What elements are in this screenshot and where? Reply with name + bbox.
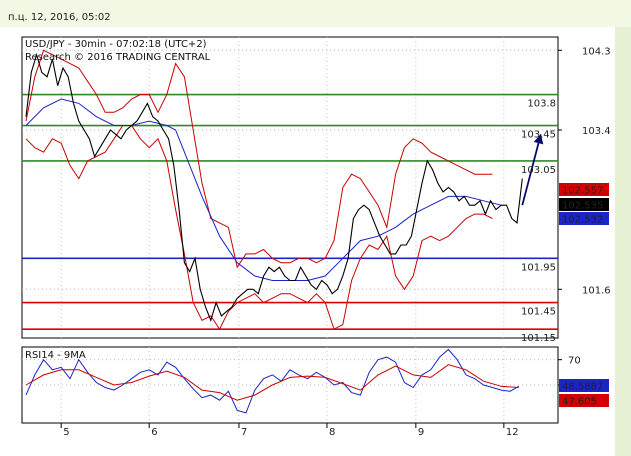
rsi-chart-title: RSI14 - 9MA <box>25 350 86 361</box>
main-chart-panel: USD/JPY - 30min - 07:02:18 (UTC+2) Resea… <box>21 36 611 345</box>
level-labels: 103.8 103.45 103.05 101.95 101.45 101.15 <box>521 99 556 345</box>
level-label: 103.8 <box>527 99 556 110</box>
main-plot-area <box>21 36 559 339</box>
price-tag-label: 102.557 <box>562 186 603 197</box>
level-label: 101.95 <box>521 262 556 273</box>
main-y-tick-label: 104.3 <box>582 46 611 57</box>
rsi-tag-box <box>559 394 609 407</box>
x-axis: 5 6 7 8 9 12 <box>60 423 519 438</box>
rsi-line <box>25 348 520 414</box>
price-tag-box <box>559 198 609 211</box>
level-label: 101.45 <box>521 307 556 318</box>
level-label: 103.05 <box>521 165 556 176</box>
main-y-tick-label: 101.6 <box>582 285 611 296</box>
forecast-arrow-line <box>521 134 542 206</box>
rsi-tag-box <box>559 379 609 392</box>
main-y-tick-label: 103.4 <box>582 126 611 137</box>
band-lower-line <box>25 125 493 331</box>
rsi-tag-label: 48.5887 <box>562 382 603 393</box>
main-chart-subtitle: Research © 2016 TRADING CENTRAL <box>25 52 211 63</box>
x-tick-label: 6 <box>151 427 157 438</box>
x-tick-label: 7 <box>241 427 247 438</box>
band-upper-line <box>25 49 493 269</box>
main-series <box>25 49 544 331</box>
main-grid <box>22 37 558 338</box>
price-tags: 102.557 102.535 102.532 <box>559 183 609 226</box>
forecast-arrow-head <box>533 134 544 145</box>
rsi-ma-line <box>25 364 519 401</box>
rsi-value-tags: 48.5887 47.605 <box>559 379 609 408</box>
price-tag-label: 102.535 <box>562 201 603 212</box>
price-tag-box <box>559 183 609 196</box>
x-tick-label: 5 <box>63 427 69 438</box>
rsi-tag-label: 47.605 <box>562 397 597 408</box>
level-label: 103.45 <box>521 130 556 141</box>
x-tick-label: 12 <box>506 427 519 438</box>
ma-line <box>25 98 502 281</box>
level-lines <box>22 93 558 330</box>
main-chart-title: USD/JPY - 30min - 07:02:18 (UTC+2) <box>25 39 207 50</box>
rsi-grid <box>22 347 558 423</box>
right-strip <box>615 27 631 456</box>
level-label: 101.15 <box>521 333 556 344</box>
date-label: п.ц. 12, 2016, 05:02 <box>8 12 111 23</box>
main-y-tick-labels: 104.3 103.4 101.6 <box>558 46 611 296</box>
rsi-series <box>25 348 520 414</box>
x-tick-label: 8 <box>329 427 335 438</box>
price-line <box>25 52 523 322</box>
date-bar: п.ц. 12, 2016, 05:02 <box>0 0 631 27</box>
price-tag-label: 102.532 <box>562 215 603 226</box>
x-tick-label: 9 <box>418 427 424 438</box>
price-tag-box <box>559 212 609 225</box>
rsi-y-tick-label: 70 <box>568 356 581 367</box>
